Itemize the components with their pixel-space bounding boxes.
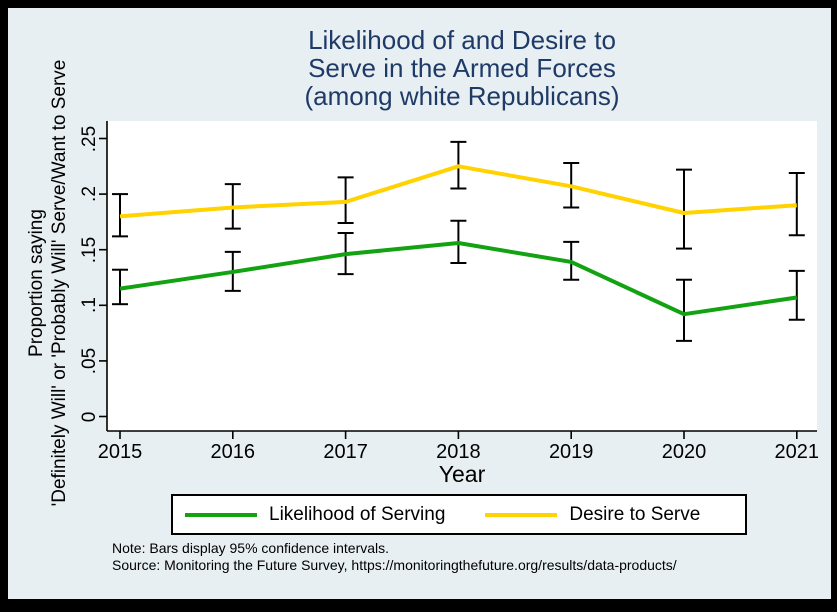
chart-title-line3: (among white Republicans) [304,81,620,111]
note-line: Note: Bars display 95% confidence interv… [112,540,390,556]
series-line-likelihood [119,241,798,317]
x-tick-label: 2016 [210,441,256,463]
x-tick-label: 2015 [97,441,143,463]
y-axis-title-line1: Proportion saying [26,209,47,357]
x-tick-label: 2019 [548,441,594,463]
x-tick-label: 2017 [323,441,368,463]
chart-title: Likelihood of and Desire to Serve in the… [107,26,817,110]
y-axis-title-line2: 'Definitely Will' or 'Probably Will' Ser… [49,59,70,507]
series-line-desire [119,164,797,219]
legend-swatch-likelihood [185,512,257,517]
plot-background [107,121,817,431]
chart-title-line1: Likelihood of and Desire to [308,25,616,55]
chart-title-line2: Serve in the Armed Forces [308,53,616,83]
legend-label-desire: Desire to Serve [569,503,701,525]
legend-swatch-desire [485,512,558,517]
y-tick-label: .1 [79,297,100,314]
y-tick-label: 0 [79,411,100,422]
source-line: Source: Monitoring the Future Survey, ht… [112,557,677,573]
chart-legend: Likelihood of Serving Desire to Serve [171,494,747,535]
y-tick-label: .15 [79,236,100,263]
y-tick-label: .05 [79,347,100,375]
y-tick-label: .25 [79,125,100,152]
y-tick-label: .2 [79,186,100,203]
x-tick-label: 2021 [774,441,820,463]
chart-notes: Note: Bars display 95% confidence interv… [112,540,677,574]
error-bars-desire [112,140,805,250]
legend-label-likelihood: Likelihood of Serving [269,503,446,525]
x-tick-label: 2018 [436,441,481,463]
y-axis-title: Proportion saying 'Definitely Will' or '… [25,0,71,583]
x-axis-title: Year [438,461,486,487]
x-tick-label: 2020 [661,441,707,463]
